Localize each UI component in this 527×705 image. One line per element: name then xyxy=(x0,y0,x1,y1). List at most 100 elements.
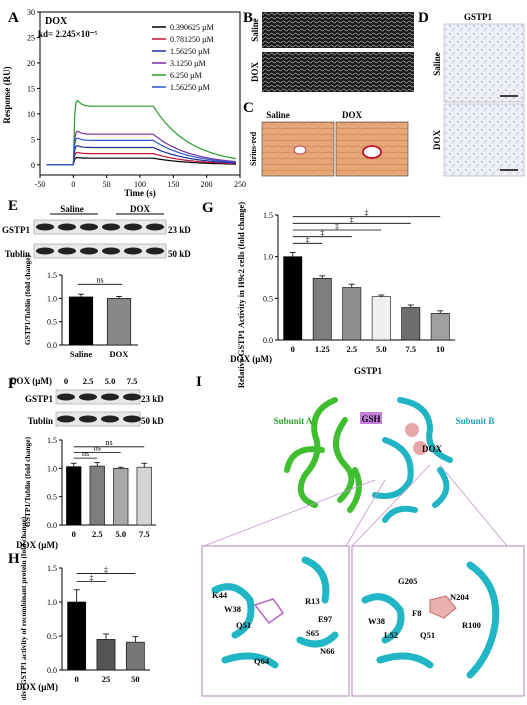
a-xtick-label: 0 xyxy=(71,180,75,189)
a-xtick-label: 150 xyxy=(167,180,179,189)
panel-label-i: I xyxy=(196,374,202,390)
x-category-label: 1.25 xyxy=(315,344,330,354)
h-dox-axis-label: DOX (µM) xyxy=(16,682,58,692)
residue-label: Q51 xyxy=(236,620,251,630)
residue-label: G205 xyxy=(398,576,417,586)
panel-c-side-label: Sirius-red xyxy=(249,131,258,166)
bar-7.5 xyxy=(401,307,421,341)
panel-a-kd: kd= 2.245×10⁻⁵ xyxy=(38,29,98,39)
panel-d-row-saline: Saline xyxy=(432,52,442,76)
ytick-label: 1.0 xyxy=(47,294,57,303)
panel-a-xlabel: Time (s) xyxy=(124,188,156,198)
panel-a-legend: 0.390625 µM 0.781250 µM 1.56250 µM 3.1250 µ… xyxy=(152,23,214,92)
panel-i-title: GSTP1 xyxy=(354,366,383,376)
x-category-label: 2.5 xyxy=(92,529,103,539)
a-series-line-2 xyxy=(46,151,236,166)
panel-i-subunit-b: Subunit B xyxy=(456,416,495,426)
f-dose-label: 0 xyxy=(64,376,68,386)
panel-f-blots xyxy=(55,389,141,427)
residue-label: F8 xyxy=(412,608,421,618)
echo-image-saline xyxy=(262,12,414,48)
blot-band xyxy=(79,393,97,401)
blot-band xyxy=(36,223,54,231)
panel-f-blot-size-2: 50 kD xyxy=(141,416,164,426)
dox-ligand-sticks xyxy=(429,595,457,619)
panel-d-row-dox: DOX xyxy=(432,130,442,151)
blot-band xyxy=(146,223,164,231)
a-xtick-label: 50 xyxy=(103,180,111,189)
bar-25 xyxy=(96,639,116,671)
blot-band xyxy=(123,393,141,401)
panel-c-col-saline: Saline xyxy=(266,110,290,120)
gsh-highlight xyxy=(360,412,382,424)
residue-label: R13 xyxy=(305,596,320,606)
panel-h-ylabel: Relative GSTP1 activity of recombinant p… xyxy=(19,516,28,700)
protein-structure xyxy=(284,397,453,523)
residue-label: N204 xyxy=(450,592,470,602)
panel-label-d: D xyxy=(418,10,429,26)
residue-label: R100 xyxy=(462,620,481,630)
a-series-line-3 xyxy=(46,145,237,166)
sig-label: ns xyxy=(82,449,89,458)
a-legend-label: 3.1250 µM xyxy=(170,59,206,68)
a-series-line-1 xyxy=(46,156,236,166)
a-legend-label: 6.250 µM xyxy=(170,71,202,80)
panel-f-blot-name-1: GSTP1 xyxy=(25,394,54,404)
a-series-line-4 xyxy=(46,130,237,166)
bar-10 xyxy=(430,313,450,341)
panel-label-b: B xyxy=(243,10,253,26)
a-xtick-label: 100 xyxy=(134,180,146,189)
panel-e-blot-name-2: Tublin xyxy=(5,249,30,259)
x-category-label: 2.5 xyxy=(346,344,357,354)
g-dox-axis-label: DOX (µM) xyxy=(230,354,272,364)
panel-e-group-saline: Saline xyxy=(60,204,84,214)
panel-label-c: C xyxy=(243,100,254,116)
bar-DOX xyxy=(106,298,132,346)
blot-band xyxy=(80,223,98,231)
f-dose-label: 7.5 xyxy=(127,376,138,386)
bar-7.5 xyxy=(136,466,152,526)
residue-label: S65 xyxy=(306,628,319,638)
residue-label: W38 xyxy=(368,616,385,626)
blot-band xyxy=(124,223,142,231)
bar-0 xyxy=(66,466,82,526)
a-series-line-5 xyxy=(46,99,237,166)
x-category-label: 7.5 xyxy=(405,344,416,354)
ytick-label: 0.0 xyxy=(47,521,57,530)
ytick-label: 0.5 xyxy=(263,294,273,303)
blot-band xyxy=(80,247,98,255)
panel-e-chart: 0.0 0.5 1.0 1.5 Saline DOX ns xyxy=(47,271,138,359)
a-legend-label: 0.781250 µM xyxy=(170,35,214,44)
blot-band xyxy=(79,415,97,423)
blot-band xyxy=(101,393,119,401)
panel-b-row-saline: Saline xyxy=(250,18,260,42)
ihc-image-dox xyxy=(443,103,525,177)
blot-band xyxy=(57,415,75,423)
ytick-label: 0.5 xyxy=(47,318,57,327)
a-ytick-label: 20 xyxy=(27,59,35,68)
a-legend-label: 1.56250 µM xyxy=(170,83,210,92)
blot-band xyxy=(146,247,164,255)
sig-label: ‡ xyxy=(335,222,339,231)
blot-band xyxy=(58,247,76,255)
a-ytick-label: 10 xyxy=(27,110,35,119)
panel-i-dox: DOX xyxy=(422,444,443,454)
blot-band xyxy=(101,415,119,423)
bar-1.25 xyxy=(312,278,332,341)
sig-label: ns xyxy=(94,443,101,452)
residue-label: E97 xyxy=(318,614,333,624)
panel-label-f: F xyxy=(8,376,17,392)
ytick-label: 1.5 xyxy=(47,271,57,280)
bar-0 xyxy=(283,256,303,341)
ihc-image-saline xyxy=(443,23,525,103)
panel-a-ylabel: Response (RU) xyxy=(2,66,12,123)
panel-a-x-ticks: -50 0 50 100 150 200 250 xyxy=(35,175,246,189)
ytick-label: 1.0 xyxy=(263,253,273,262)
echo-image-dox xyxy=(262,52,414,92)
panel-b-row-dox: DOX xyxy=(250,62,260,83)
panel-f-dox-label: DOX (µM) xyxy=(10,376,52,386)
dox-ligand-upper xyxy=(405,423,419,437)
x-category-label: DOX xyxy=(110,349,130,359)
sig-label: ‡ xyxy=(89,574,93,583)
